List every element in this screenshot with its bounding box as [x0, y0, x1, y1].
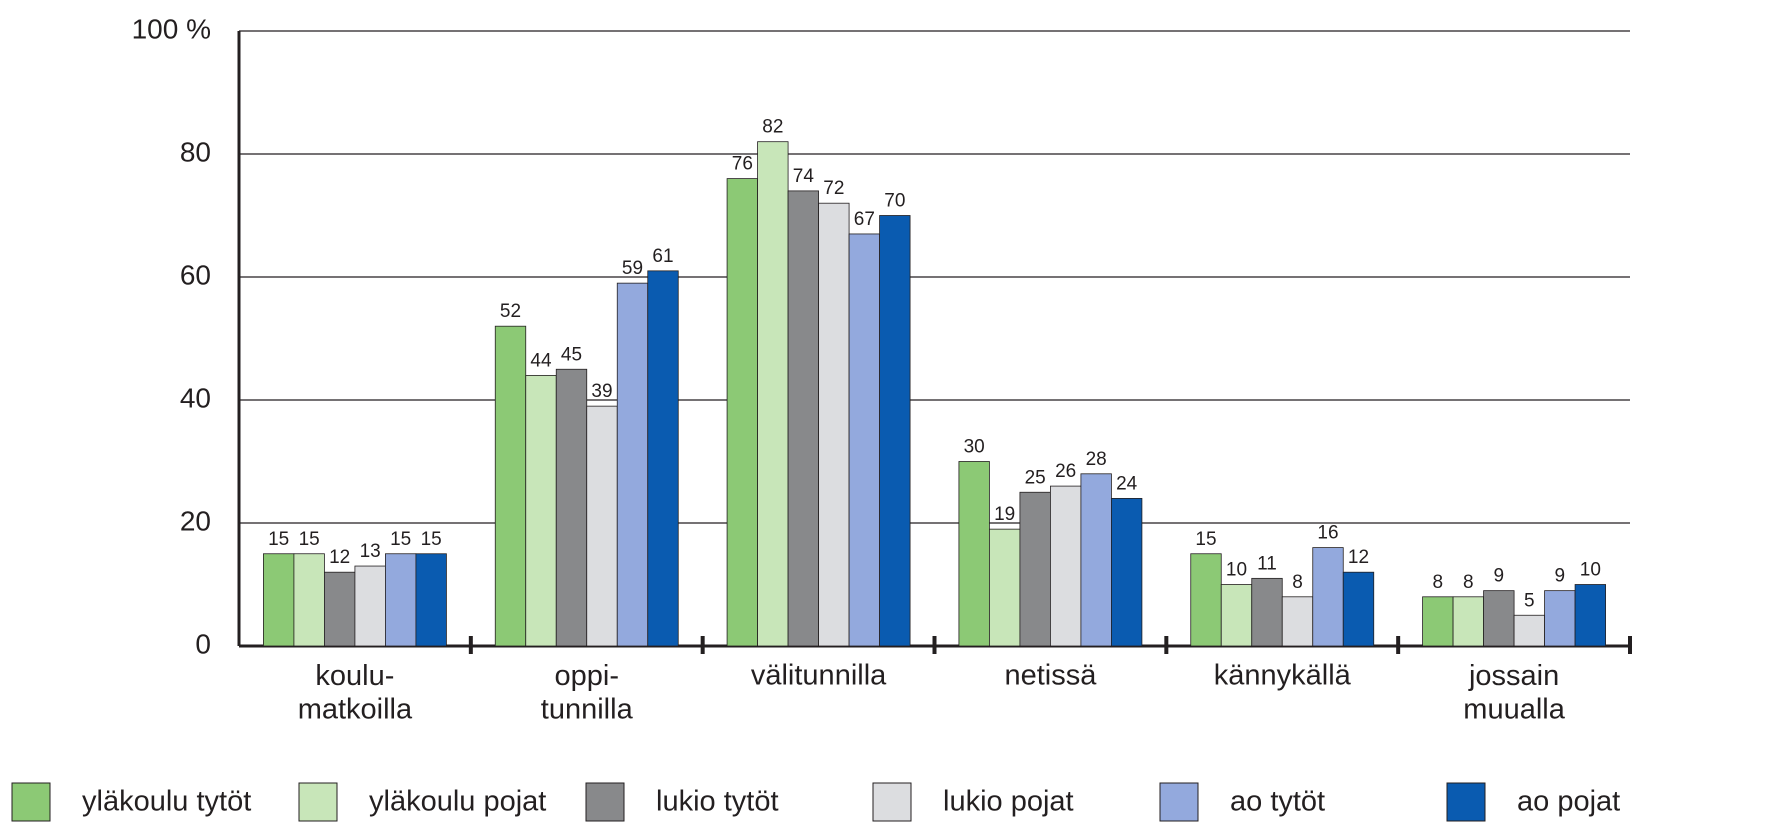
bar: [1342, 571, 1375, 647]
bar: [1050, 485, 1082, 647]
value-label: 15: [421, 529, 442, 550]
value-label: 67: [854, 209, 875, 230]
bar: [1312, 547, 1344, 647]
x-tick-label: netissä: [1004, 660, 1097, 692]
bar: [1422, 596, 1454, 647]
value-label: 26: [1055, 461, 1076, 482]
bar: [415, 553, 447, 647]
legend-label: lukio tytöt: [656, 786, 779, 818]
value-label: 61: [652, 246, 673, 267]
bar: [586, 405, 618, 647]
bar: [1513, 614, 1545, 647]
bar: [494, 325, 527, 647]
legend-swatch: [872, 782, 912, 822]
bar: [757, 141, 789, 647]
bar: [818, 202, 850, 647]
value-label: 28: [1086, 449, 1107, 470]
value-label: 59: [622, 258, 643, 279]
legend-swatch: [298, 782, 338, 822]
bar: [848, 233, 880, 647]
value-label: 45: [561, 344, 582, 365]
legend-label: yläkoulu tytöt: [82, 786, 251, 818]
legend-swatch: [585, 782, 625, 822]
value-label: 16: [1317, 523, 1338, 544]
value-label: 8: [1463, 572, 1474, 593]
bar: [1574, 584, 1606, 647]
y-tick-label: 40: [180, 382, 211, 413]
value-label: 8: [1433, 572, 1444, 593]
value-label: 12: [1348, 547, 1369, 568]
value-label: 13: [360, 541, 381, 562]
value-label: 15: [268, 529, 289, 550]
bar: [1019, 491, 1051, 647]
bar: [1281, 596, 1314, 647]
legend-label: ao pojat: [1517, 786, 1620, 818]
value-label: 11: [1257, 553, 1277, 574]
x-tick-label: koulu-matkoilla: [298, 660, 413, 725]
y-tick-label: 20: [180, 505, 211, 536]
x-tick-label: jossain muualla: [1463, 660, 1565, 725]
bar: [879, 215, 911, 647]
bar: [525, 374, 557, 647]
value-label: 15: [1195, 529, 1216, 550]
x-tick-label: välitunnilla: [751, 660, 887, 692]
value-label: 70: [884, 191, 905, 212]
value-label: 10: [1226, 560, 1247, 581]
bar: [616, 282, 649, 647]
bar: [555, 368, 588, 647]
bar: [263, 553, 295, 647]
value-label: 15: [390, 529, 411, 550]
bar: [1111, 497, 1143, 647]
value-label: 10: [1580, 560, 1601, 581]
legend-label: ao tytöt: [1230, 786, 1325, 818]
value-label: 74: [793, 166, 815, 187]
bar: [989, 528, 1021, 647]
value-label: 76: [732, 154, 753, 175]
value-label: 9: [1555, 566, 1566, 587]
bar: [647, 270, 679, 647]
bar: [324, 571, 356, 647]
x-tick-label: kännykällä: [1214, 660, 1352, 692]
bar: [958, 461, 990, 647]
value-label: 44: [530, 350, 552, 371]
value-label: 52: [500, 301, 521, 322]
bar: [293, 553, 325, 647]
bar: [1452, 596, 1484, 647]
bar: [385, 553, 417, 647]
value-label: 72: [823, 178, 844, 199]
bar: [726, 178, 758, 647]
bar: [354, 565, 386, 647]
y-tick-label: 80: [180, 136, 211, 167]
legend-swatch: [1159, 782, 1199, 822]
legend-swatch: [1446, 782, 1486, 822]
value-label: 82: [762, 117, 783, 138]
bar: [1080, 473, 1112, 647]
value-label: 25: [1025, 467, 1046, 488]
value-label: 5: [1524, 590, 1535, 611]
bar: [1220, 584, 1253, 647]
bar: [1251, 577, 1283, 647]
value-label: 24: [1116, 473, 1138, 494]
legend-label: yläkoulu pojat: [369, 786, 546, 818]
bar: [1190, 553, 1222, 647]
y-tick-label: 0: [195, 628, 211, 659]
y-tick-label: 100 %: [132, 13, 211, 44]
value-label: 39: [591, 381, 612, 402]
value-label: 9: [1494, 566, 1505, 587]
bar: [1544, 590, 1576, 647]
value-label: 19: [994, 504, 1015, 525]
x-tick-label: oppi-tunnilla: [541, 660, 634, 725]
bar: [787, 190, 819, 647]
legend-label: lukio pojat: [943, 786, 1074, 818]
value-label: 8: [1292, 572, 1303, 593]
bar: [1483, 590, 1515, 647]
legend-swatch: [11, 782, 51, 822]
value-label: 30: [964, 437, 985, 458]
value-label: 15: [299, 529, 320, 550]
y-tick-label: 60: [180, 259, 211, 290]
value-label: 12: [329, 547, 350, 568]
